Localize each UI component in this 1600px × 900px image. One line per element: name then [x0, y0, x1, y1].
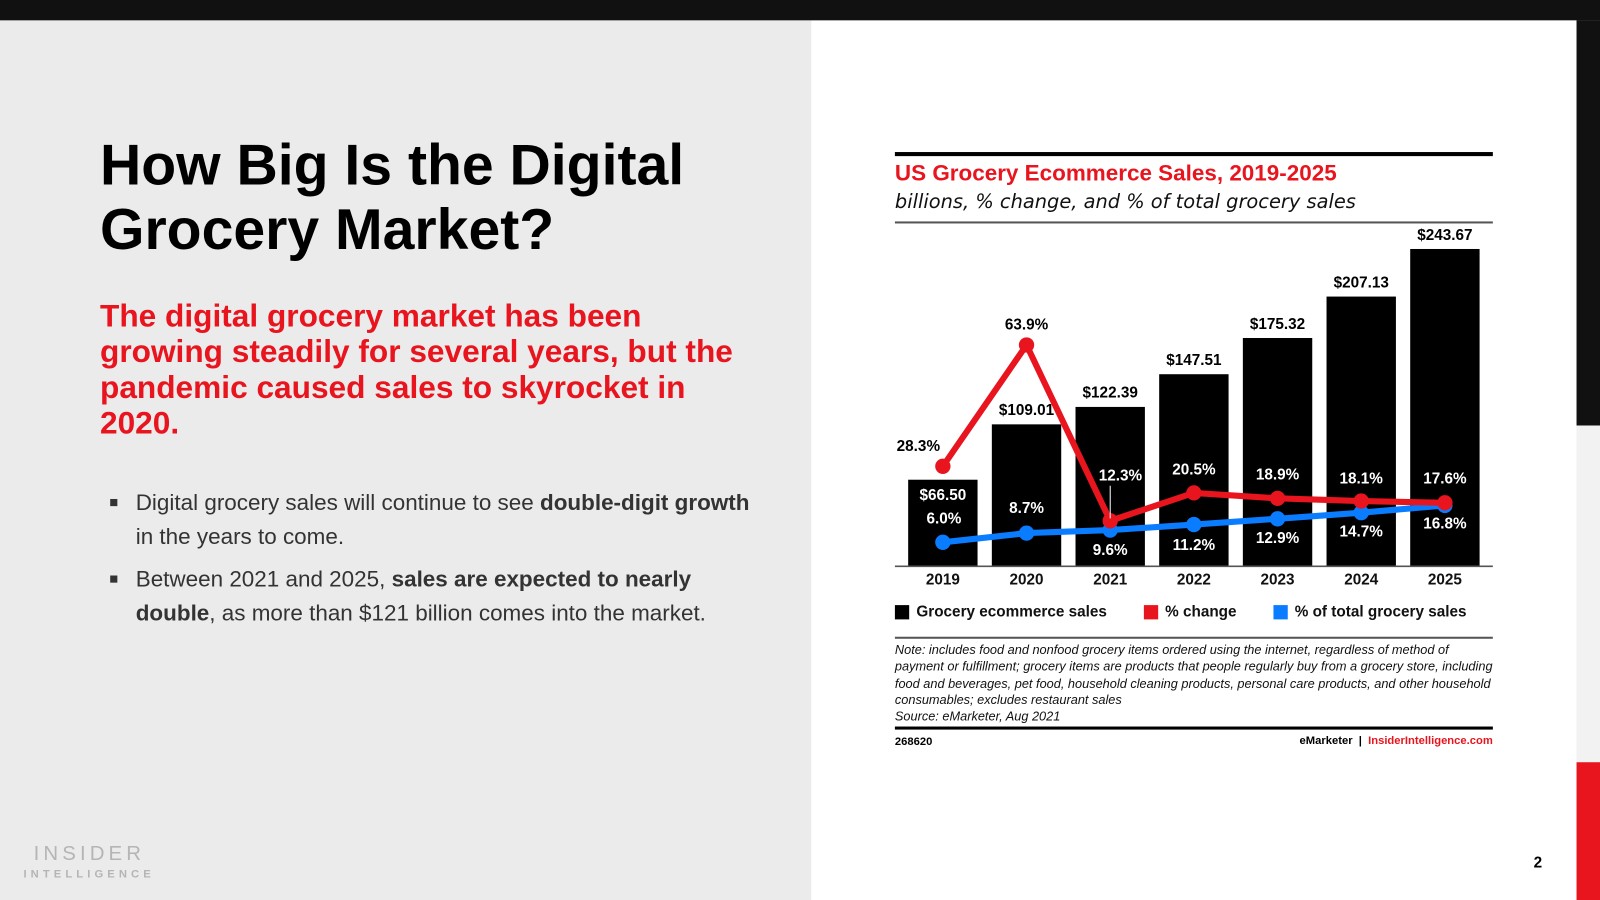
chart-title: US Grocery Ecommerce Sales, 2019-2025 — [894, 160, 1337, 186]
change-value-label: 12.3% — [1099, 468, 1143, 485]
change-point-2023 — [1269, 490, 1286, 506]
chart-subtitle: billions, % change, and % of total groce… — [894, 190, 1356, 214]
chart-credit: eMarketer | InsiderIntelligence.com — [1122, 734, 1493, 747]
x-tick-label: 2022 — [1177, 572, 1211, 589]
change-point-2022 — [1186, 485, 1202, 501]
x-tick-label: 2024 — [1344, 572, 1379, 589]
edge-strip-red — [1576, 762, 1600, 900]
share-value-label: 8.7% — [1009, 500, 1044, 517]
legend-swatch-black — [894, 604, 910, 619]
edge-strip-light — [1576, 425, 1600, 763]
bullet-emphasis: double-digit growth — [539, 489, 750, 516]
change-value-label: 63.9% — [1005, 317, 1049, 334]
x-tick-label: 2025 — [1428, 572, 1463, 589]
share-value-label: 16.8% — [1423, 516, 1467, 533]
change-value-label: 20.5% — [1172, 461, 1216, 478]
credit-separator: | — [1358, 734, 1362, 747]
change-value-label: 28.3% — [897, 438, 941, 455]
legend-item-change: % change — [1143, 603, 1237, 621]
share-point-2020 — [1018, 525, 1035, 541]
share-value-label: 12.9% — [1256, 530, 1300, 547]
chart-header-rule — [894, 221, 1493, 223]
legend-swatch-blue — [1273, 604, 1288, 619]
bar-2022 — [1159, 374, 1229, 567]
change-point-2021 — [1102, 513, 1118, 529]
bar-2020 — [991, 424, 1062, 567]
logo-insider: INSIDER — [33, 842, 146, 866]
chart-note: Note: includes food and nonfood grocery … — [895, 642, 1497, 725]
change-value-label: 18.9% — [1256, 467, 1300, 484]
legend-label: % of total grocery sales — [1294, 603, 1467, 621]
chart-id: 268620 — [894, 735, 933, 748]
left-panel — [0, 20, 812, 900]
change-value-label: 17.6% — [1423, 471, 1467, 488]
bar-value-label: $109.01 — [999, 402, 1055, 419]
bullet-item: Between 2021 and 2025, sales are expecte… — [106, 562, 759, 629]
bar-value-label: $243.67 — [1417, 227, 1472, 244]
change-point-2019 — [935, 458, 951, 474]
slide-subtitle: The digital grocery market has been grow… — [99, 297, 733, 441]
chart-bottom-rule — [894, 726, 1493, 730]
bar-2019 — [908, 479, 978, 567]
legend-label: % change — [1165, 603, 1237, 621]
note-text: Note: includes food and nonfood grocery … — [894, 642, 1493, 708]
x-tick-label: 2019 — [926, 572, 960, 589]
bar-2025 — [1410, 248, 1480, 567]
site-link[interactable]: InsiderIntelligence.com — [1368, 734, 1493, 747]
legend-label: Grocery ecommerce sales — [916, 603, 1107, 621]
x-tick-label: 2021 — [1093, 572, 1128, 589]
brand-emarketer: eMarketer — [1299, 734, 1353, 747]
legend-rule — [894, 636, 1493, 639]
bullet-emphasis: sales are expected to nearly double — [135, 566, 692, 626]
top-bar — [0, 0, 1600, 21]
share-value-label: 9.6% — [1093, 542, 1128, 559]
bullet-text: Between 2021 and 2025, — [135, 566, 392, 592]
x-tick-label: 2020 — [1010, 572, 1044, 589]
change-point-2025 — [1437, 495, 1453, 511]
chart-legend: Grocery ecommerce sales % change % of to… — [894, 603, 1497, 621]
source-text: Source: eMarketer, Aug 2021 — [894, 709, 1061, 724]
bullet-square-icon — [110, 498, 118, 507]
bullet-text: Digital grocery sales will continue to s… — [135, 489, 540, 516]
share-value-label: 6.0% — [926, 510, 961, 527]
share-value-label: 11.2% — [1173, 537, 1216, 554]
chart-top-rule — [894, 152, 1493, 157]
share-point-2022 — [1186, 516, 1202, 533]
bullet-text: , as more than $121 billion comes into t… — [209, 599, 706, 626]
edge-strip-dark — [1576, 20, 1600, 426]
logo-intelligence: INTELLIGENCE — [23, 868, 155, 881]
legend-item-sales: Grocery ecommerce sales — [894, 603, 1107, 621]
legend-swatch-red — [1143, 604, 1158, 619]
bar-value-label: $122.39 — [1083, 385, 1138, 402]
page-number: 2 — [1533, 854, 1543, 872]
share-value-label: 14.7% — [1340, 524, 1384, 541]
bar-2024 — [1326, 296, 1396, 567]
share-point-2024 — [1353, 505, 1369, 521]
change-point-2020 — [1018, 337, 1035, 353]
bar-value-label: $175.32 — [1250, 316, 1305, 333]
slide-title: How Big Is the Digital Grocery Market? — [99, 132, 685, 262]
legend-item-share: % of total grocery sales — [1273, 603, 1467, 621]
bar-value-label: $66.50 — [919, 487, 966, 504]
share-point-2019 — [935, 534, 951, 550]
bullet-list: Digital grocery sales will continue to s… — [106, 486, 759, 639]
change-value-label: 18.1% — [1340, 471, 1384, 488]
x-tick-label: 2023 — [1261, 572, 1295, 589]
share-point-2023 — [1269, 511, 1286, 527]
bullet-square-icon — [110, 575, 118, 583]
bar-value-label: $207.13 — [1334, 274, 1389, 291]
change-point-2024 — [1353, 493, 1369, 509]
bullet-text: in the years to come. — [135, 523, 345, 549]
bar-value-label: $147.51 — [1166, 352, 1222, 369]
bar-2023 — [1242, 337, 1313, 567]
bullet-item: Digital grocery sales will continue to s… — [106, 486, 759, 553]
